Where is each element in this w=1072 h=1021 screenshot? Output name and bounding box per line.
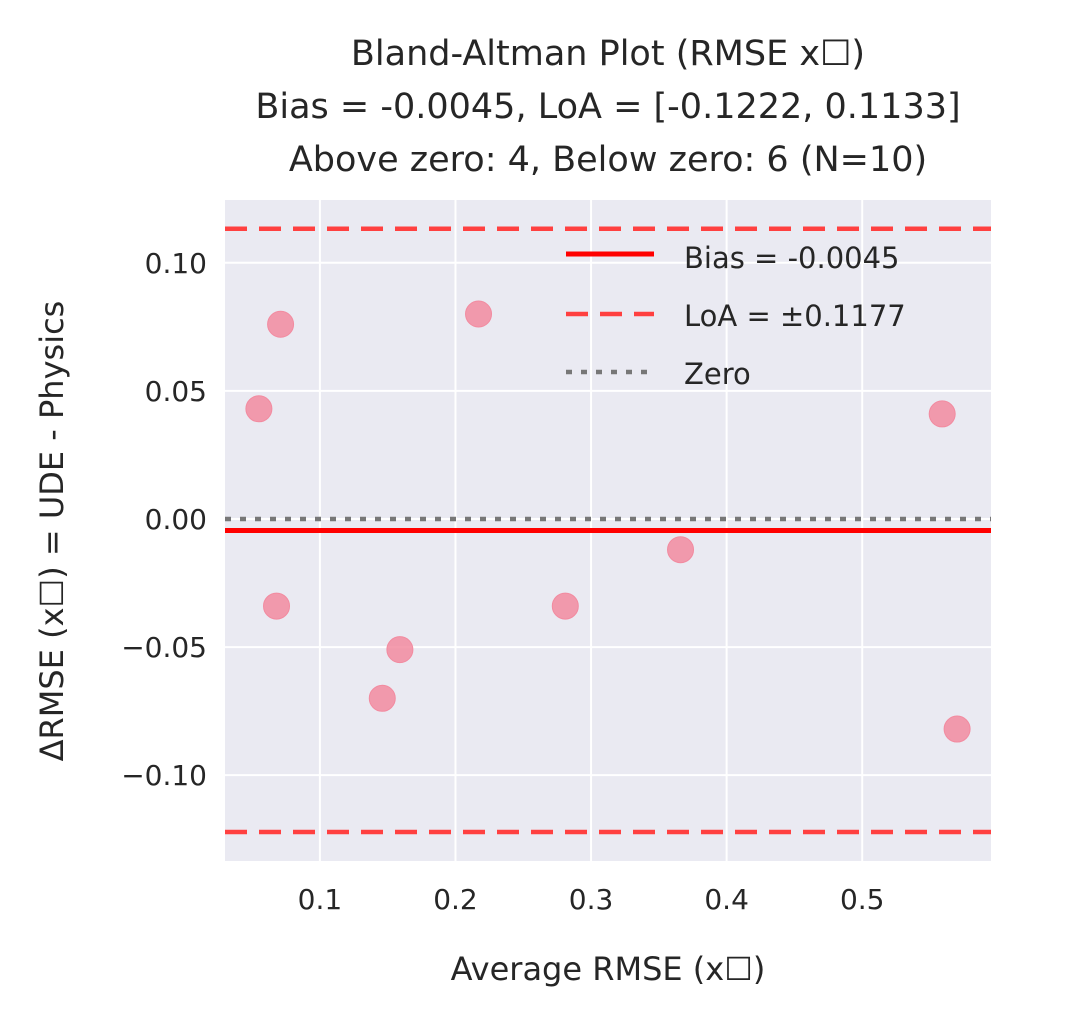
legend-label-loa: LoA = ±0.1177 <box>684 299 906 333</box>
x-axis-ticks: 0.1 0.2 0.3 0.4 0.5 <box>298 883 885 916</box>
x-tick-label: 0.2 <box>433 883 478 916</box>
x-tick-label: 0.5 <box>840 883 885 916</box>
chart-title-line-1: Bland-Altman Plot (RMSE x☐) <box>351 34 865 74</box>
chart-title-line-2: Bias = -0.0045, LoA = [-0.1222, 0.1133] <box>255 87 960 127</box>
x-axis-label: Average RMSE (x☐) <box>451 950 766 988</box>
data-point <box>667 536 695 564</box>
reference-lines <box>225 226 991 835</box>
y-tick-label: 0.00 <box>145 503 207 536</box>
y-tick-label: 0.05 <box>145 375 207 408</box>
legend-label-bias: Bias = -0.0045 <box>684 241 900 275</box>
x-tick-label: 0.1 <box>298 883 343 916</box>
data-points <box>245 300 971 743</box>
y-tick-label: −0.10 <box>121 759 207 792</box>
legend: Bias = -0.0045 LoA = ±0.1177 Zero <box>566 241 906 391</box>
y-tick-label: 0.10 <box>145 247 207 280</box>
data-point <box>267 310 295 338</box>
x-tick-label: 0.3 <box>569 883 614 916</box>
data-point <box>928 400 956 428</box>
legend-label-zero: Zero <box>684 357 751 391</box>
y-axis-label: ΔRMSE (x☐) = UDE - Physics <box>33 301 71 762</box>
data-point <box>551 592 579 620</box>
data-point <box>386 636 414 664</box>
y-axis-ticks: 0.10 0.05 0.00 −0.05 −0.10 <box>121 247 207 792</box>
data-point <box>465 300 493 328</box>
data-point <box>263 592 291 620</box>
x-tick-label: 0.4 <box>704 883 749 916</box>
data-point <box>943 715 971 743</box>
data-point <box>368 684 396 712</box>
chart-title-line-3: Above zero: 4, Below zero: 6 (N=10) <box>289 140 927 180</box>
data-point <box>245 395 273 423</box>
y-tick-label: −0.05 <box>121 631 207 664</box>
